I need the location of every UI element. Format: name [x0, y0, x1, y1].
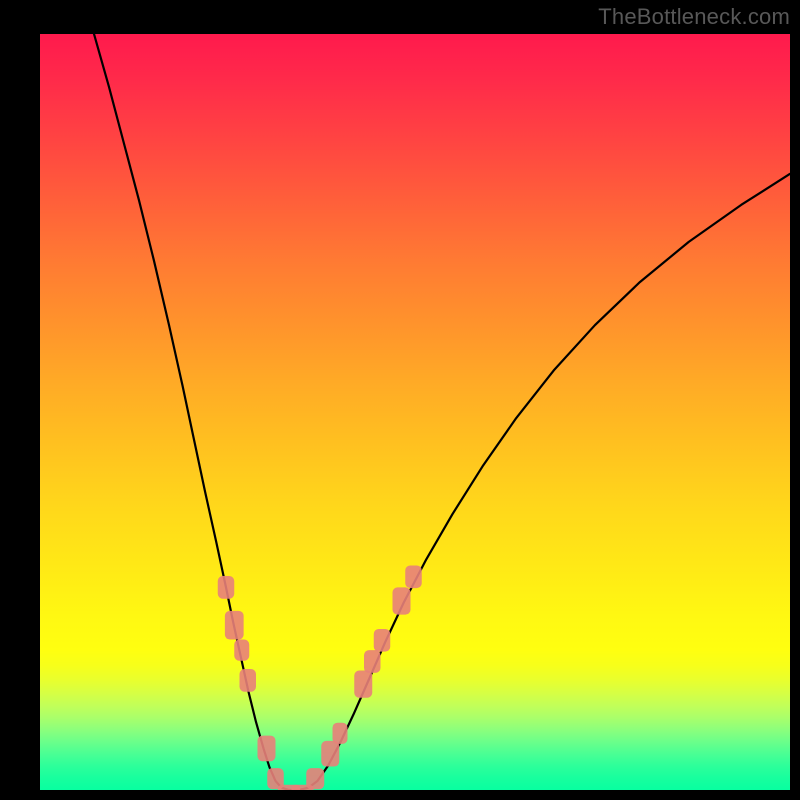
curve-marker — [393, 587, 411, 614]
curve-marker — [218, 576, 235, 599]
curve-marker — [258, 736, 276, 762]
curve-marker — [354, 671, 372, 698]
curve-marker — [333, 723, 348, 744]
curve-marker — [225, 611, 244, 640]
curve-marker — [364, 650, 381, 673]
bottleneck-curve-plot — [40, 34, 790, 790]
curve-marker — [240, 669, 257, 692]
curve-marker — [321, 741, 339, 767]
curve-marker — [405, 565, 422, 588]
watermark-text: TheBottleneck.com — [598, 4, 790, 30]
curve-marker — [374, 629, 391, 652]
curve-marker — [234, 640, 249, 661]
curve-markers — [218, 565, 422, 790]
markers-layer — [40, 34, 790, 790]
curve-marker — [306, 768, 324, 789]
canvas: TheBottleneck.com — [0, 0, 800, 800]
